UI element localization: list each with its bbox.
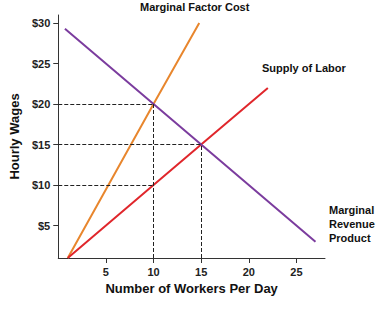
svg-text:$20: $20 xyxy=(32,98,50,110)
svg-text:Marginal Factor Cost: Marginal Factor Cost xyxy=(140,1,250,13)
svg-text:20: 20 xyxy=(243,266,255,278)
svg-text:$25: $25 xyxy=(32,58,50,70)
svg-text:25: 25 xyxy=(290,266,302,278)
svg-text:$15: $15 xyxy=(32,139,50,151)
svg-text:$30: $30 xyxy=(32,17,50,29)
svg-text:Number of Workers Per Day: Number of Workers Per Day xyxy=(105,281,278,296)
svg-text:Product: Product xyxy=(329,232,371,244)
svg-text:10: 10 xyxy=(147,266,159,278)
svg-text:15: 15 xyxy=(195,266,207,278)
svg-text:5: 5 xyxy=(103,266,109,278)
svg-text:Supply of Labor: Supply of Labor xyxy=(262,62,346,74)
svg-text:Hourly Wages: Hourly Wages xyxy=(7,93,22,179)
svg-text:Marginal: Marginal xyxy=(329,204,374,216)
svg-text:Revenue: Revenue xyxy=(329,218,375,230)
svg-text:$10: $10 xyxy=(32,179,50,191)
svg-text:$5: $5 xyxy=(38,220,50,232)
